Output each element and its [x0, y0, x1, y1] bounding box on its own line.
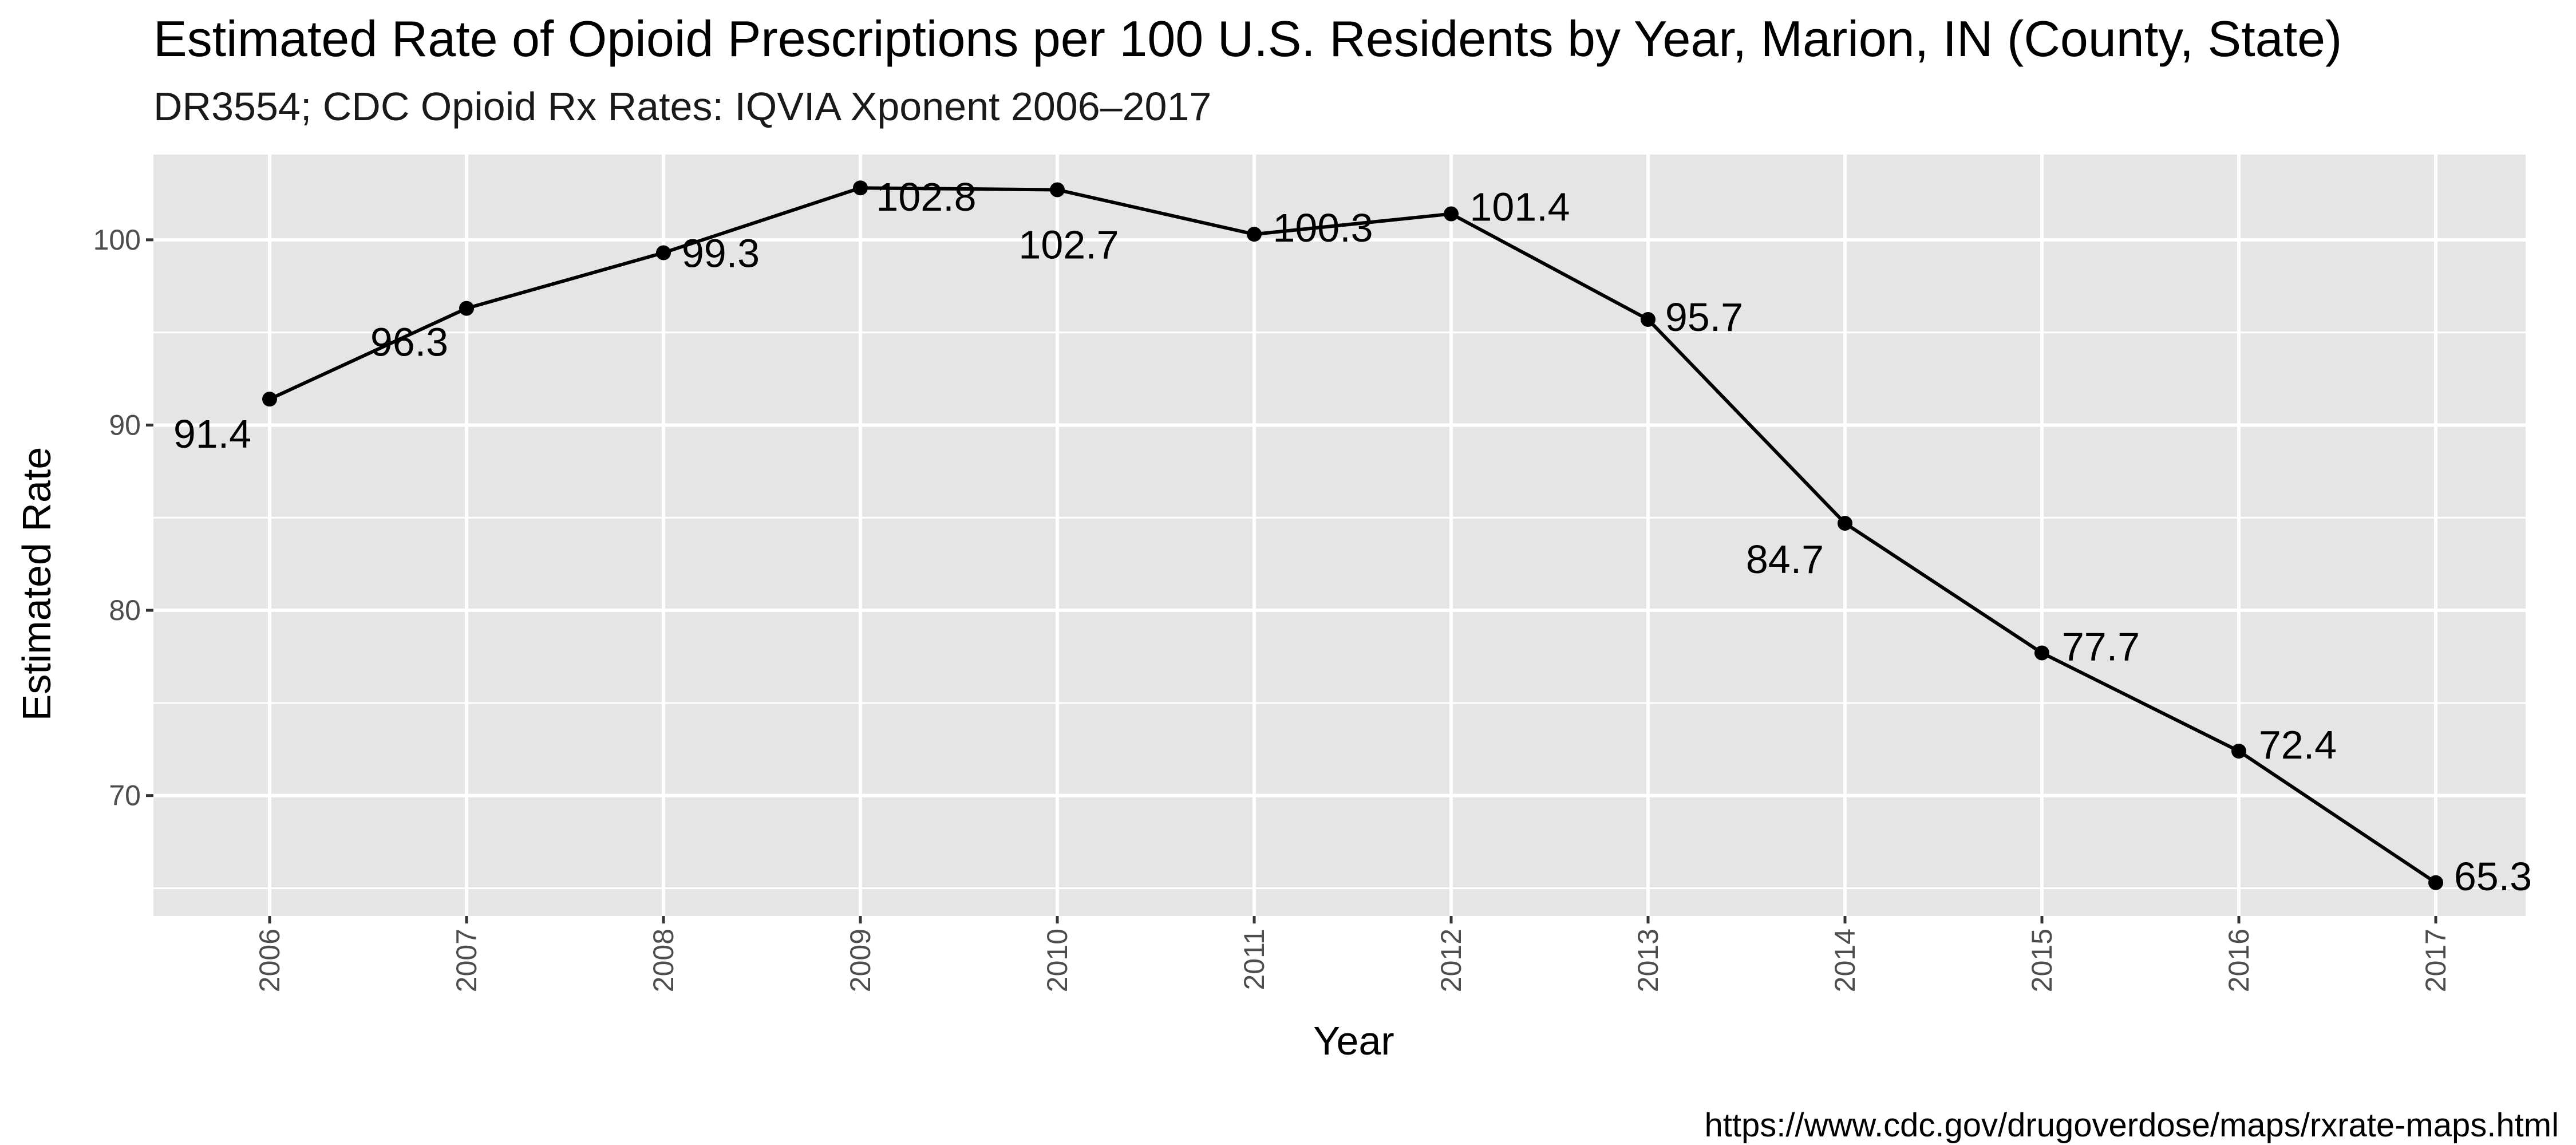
data-point [2231, 743, 2246, 759]
y-tick-labels: 70 80 90 100 [93, 224, 141, 812]
series-line [268, 186, 2437, 885]
data-label: 101.4 [1469, 185, 1570, 230]
data-label: 102.8 [876, 175, 976, 219]
y-axis-title: Estimated Rate [14, 447, 59, 721]
x-axis-title: Year [1313, 1018, 1394, 1063]
data-label: 102.7 [1018, 222, 1119, 267]
x-tick-label: 2013 [1632, 929, 1664, 992]
data-label: 91.4 [173, 412, 251, 456]
data-point [1444, 206, 1459, 222]
data-point [459, 301, 474, 316]
data-label: 95.7 [1665, 295, 1743, 339]
x-tick-label: 2014 [1829, 929, 1861, 992]
x-tick-label: 2007 [451, 929, 483, 992]
data-point [2428, 875, 2443, 890]
data-label: 99.3 [682, 231, 760, 276]
chart-title: Estimated Rate of Opioid Prescriptions p… [153, 10, 2342, 67]
y-tick-label: 100 [93, 224, 141, 256]
y-tick-label: 70 [109, 780, 141, 812]
chart-subtitle: DR3554; CDC Opioid Rx Rates: IQVIA Xpone… [153, 84, 1211, 129]
data-label: 96.3 [370, 320, 448, 365]
data-point [1641, 312, 1656, 327]
x-tick-label: 2011 [1238, 929, 1270, 990]
data-point [1247, 227, 1262, 242]
series-layer [262, 180, 2443, 890]
data-point [2034, 645, 2049, 661]
axis-ticks [146, 238, 2437, 923]
x-tick-label: 2015 [2026, 929, 2058, 992]
major-gridlines [153, 155, 2526, 916]
x-tick-label: 2009 [844, 929, 876, 992]
data-point [853, 180, 868, 196]
source-caption: https://www.cdc.gov/drugoverdose/maps/rx… [1705, 1107, 2559, 1144]
x-tick-label: 2006 [254, 929, 286, 992]
y-tick-label: 80 [109, 594, 141, 626]
y-tick-label: 90 [109, 409, 141, 441]
data-point [656, 245, 671, 260]
x-tick-labels: 2006 2007 2008 2009 2010 2011 2012 2013 2014 2015… [254, 929, 2452, 992]
plot-panel [153, 155, 2526, 916]
x-tick-label: 2016 [2223, 929, 2255, 992]
minor-gridlines [153, 331, 2526, 889]
x-tick-label: 2010 [1041, 929, 1073, 992]
data-point [1050, 182, 1065, 198]
x-tick-label: 2012 [1435, 929, 1467, 992]
data-label: 100.3 [1273, 206, 1373, 250]
data-label: 77.7 [2062, 624, 2140, 669]
data-point [1838, 515, 1852, 531]
x-tick-label: 2008 [647, 929, 679, 992]
data-label: 84.7 [1746, 537, 1824, 582]
data-label: 72.4 [2259, 722, 2337, 767]
data-point [262, 392, 277, 407]
x-tick-label: 2017 [2420, 929, 2452, 992]
data-label: 65.3 [2454, 854, 2532, 899]
data-labels: 91.4 96.3 99.3 102.8 102.7 100.3 101.4 95.7 84.7… [173, 175, 2532, 899]
